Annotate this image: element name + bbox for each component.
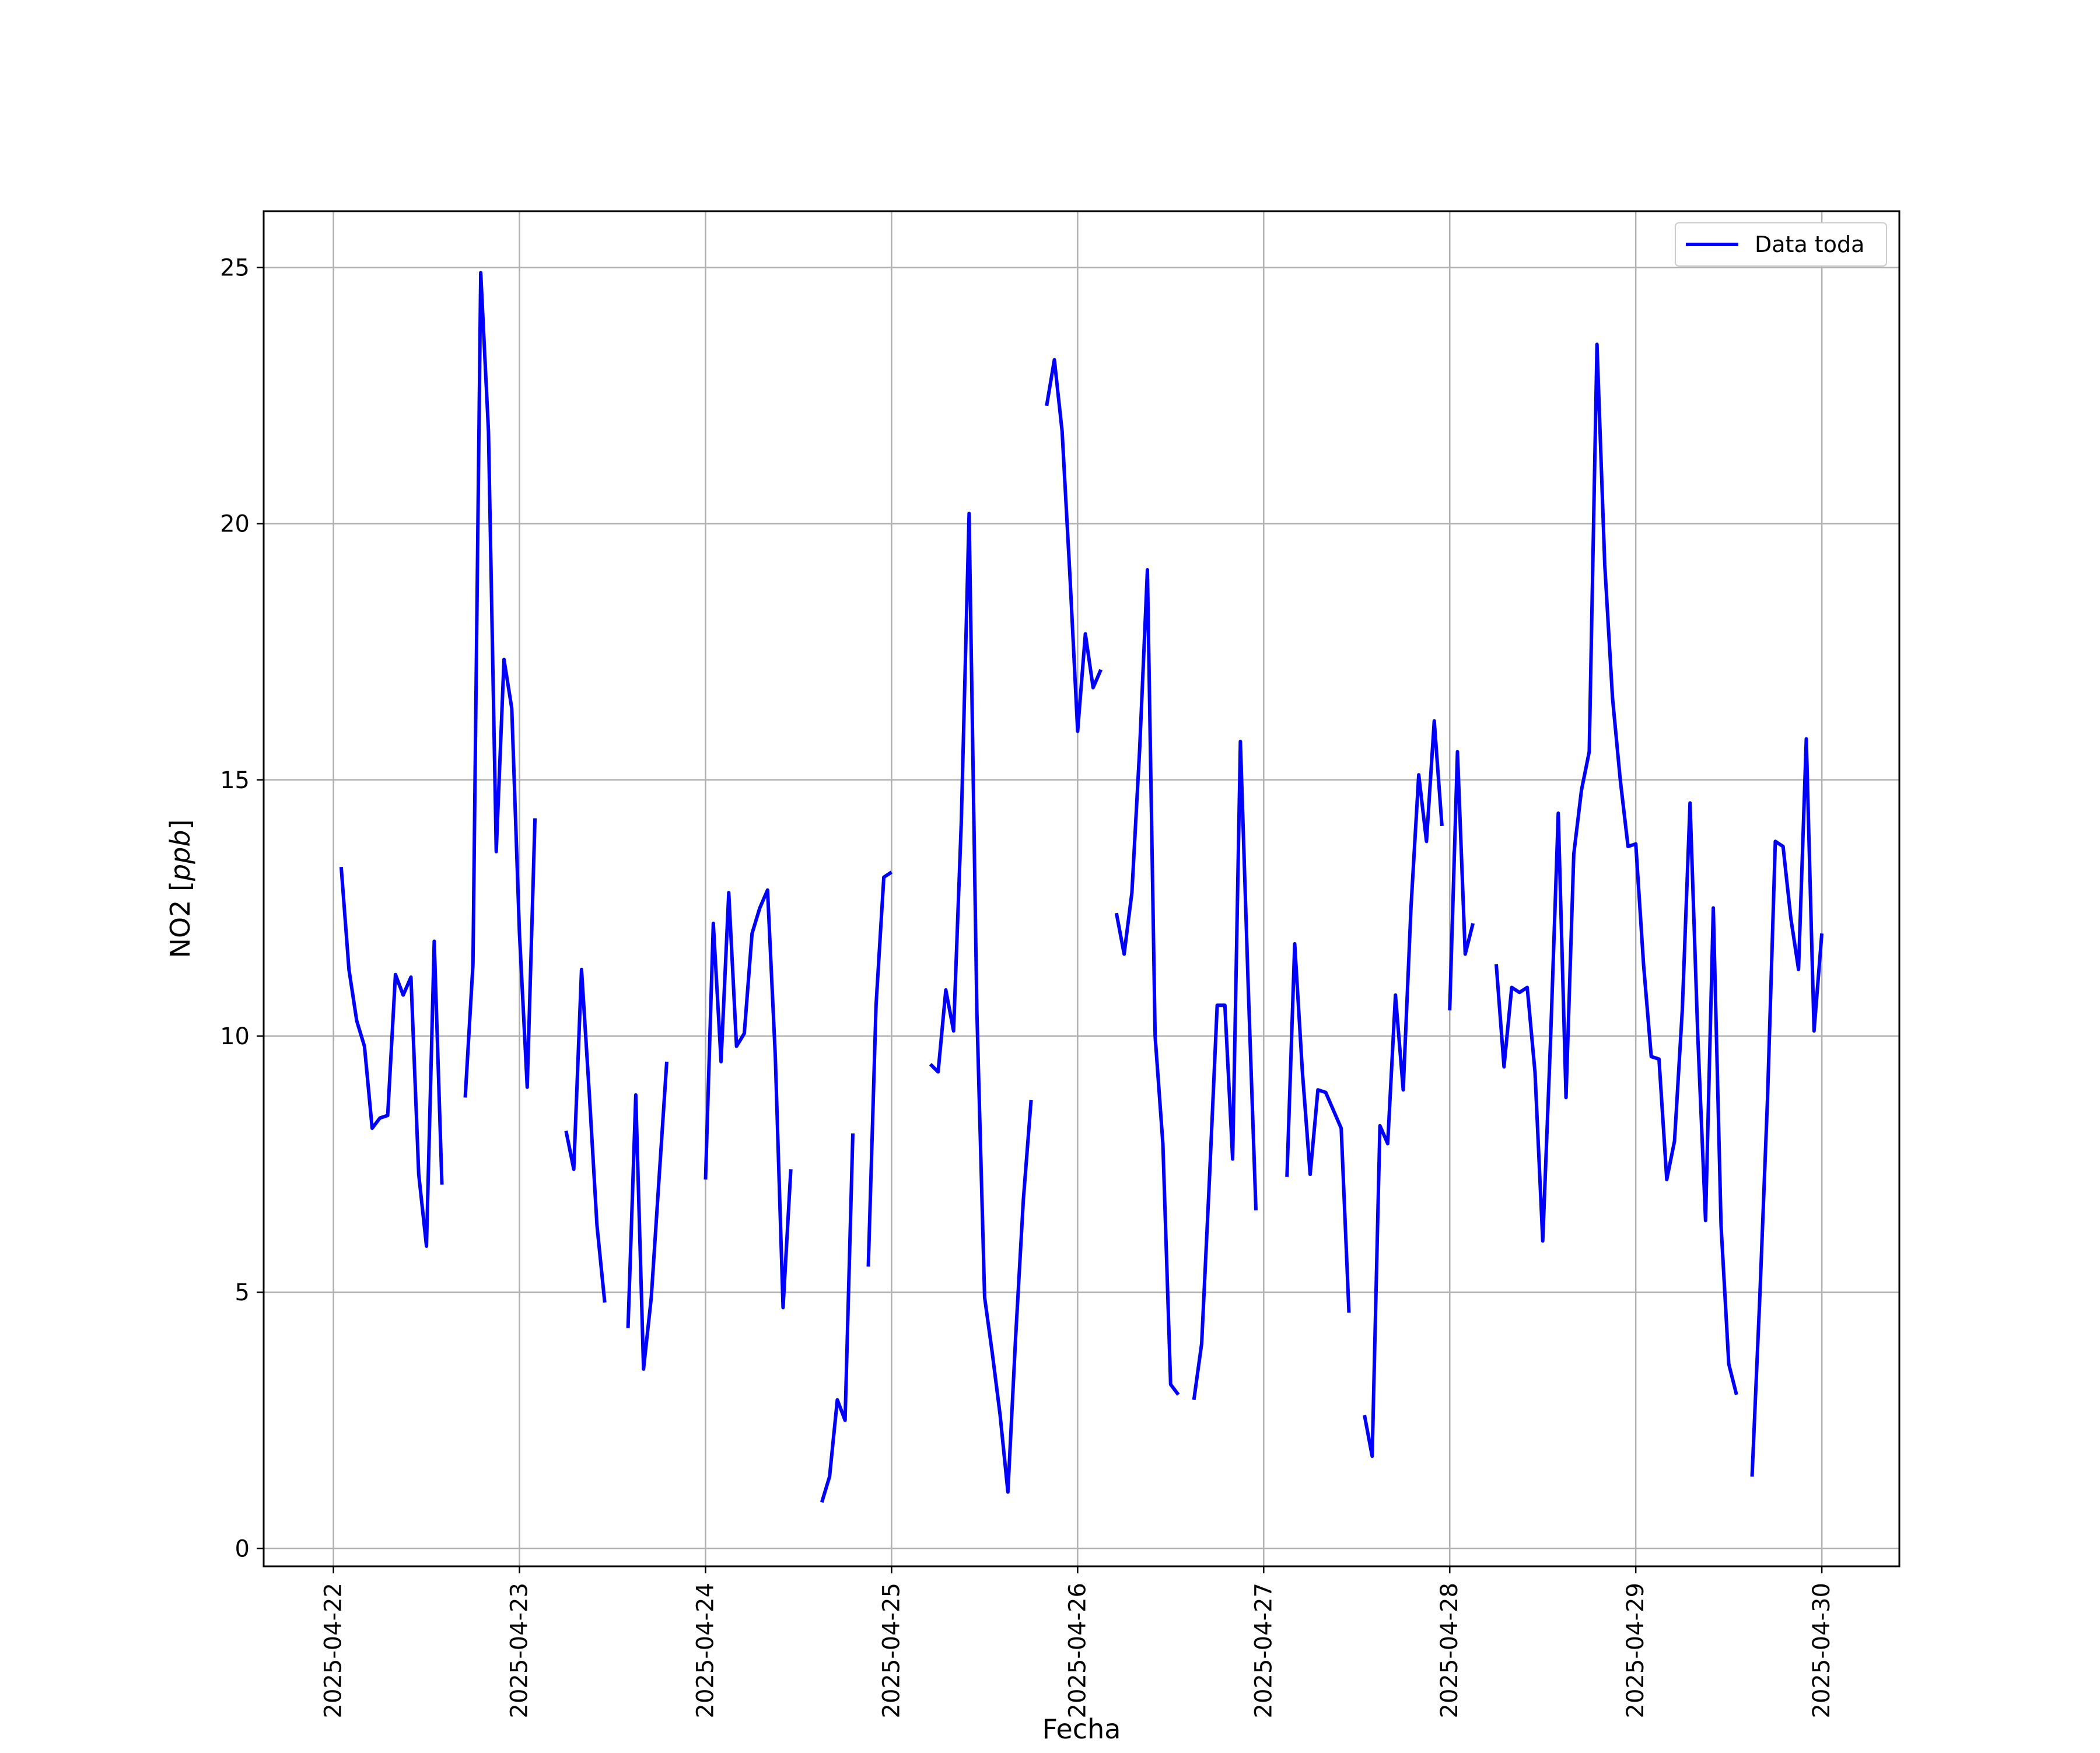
series-lines	[339, 271, 1824, 1503]
y-axis-label-unit: ppb	[164, 830, 196, 881]
legend-label-data-toda: Data toda	[1755, 232, 1864, 257]
series-line-segment	[463, 271, 537, 1098]
x-axis-label: Fecha	[1042, 1713, 1121, 1745]
series-line-segment	[1448, 750, 1475, 1011]
series-line-segment	[866, 870, 893, 1267]
series-line-segment	[1045, 358, 1102, 733]
series-line-segment	[1285, 942, 1351, 1313]
series-line-segment	[1494, 342, 1738, 1395]
y-tick-label: 20	[220, 511, 250, 538]
series-line-segment	[1114, 568, 1180, 1396]
y-axis-label-suffix: ]	[164, 819, 196, 830]
y-tick-label: 25	[220, 255, 250, 282]
x-tick-label: 2025-04-26	[1064, 1583, 1091, 1718]
series-line-segment	[1750, 737, 1824, 1477]
grid-lines	[264, 211, 1899, 1566]
series-line-segment	[564, 967, 607, 1303]
x-tick-label: 2025-04-25	[878, 1583, 905, 1718]
x-tick-label: 2025-04-27	[1250, 1583, 1277, 1718]
x-tick-label: 2025-04-29	[1622, 1583, 1649, 1718]
legend: Data toda	[1675, 222, 1887, 267]
y-axis-label-prefix: NO2 [	[164, 881, 196, 958]
plot-area-frame	[262, 210, 1901, 1567]
series-line-segment	[704, 888, 793, 1310]
series-line-segment	[626, 1061, 668, 1371]
series-line-segment	[820, 1133, 855, 1503]
y-tick-label: 0	[235, 1535, 250, 1562]
series-line-segment	[339, 866, 444, 1248]
series-line-segment	[1192, 740, 1258, 1401]
y-tick-label: 15	[220, 767, 250, 794]
series-line-segment	[1363, 719, 1444, 1458]
x-tick-label: 2025-04-30	[1808, 1583, 1835, 1718]
y-axis-label: NO2 [ppb]	[164, 819, 196, 958]
y-tick-label: 5	[235, 1279, 250, 1306]
x-tick-label: 2025-04-23	[506, 1583, 533, 1718]
x-tick-label: 2025-04-24	[692, 1583, 719, 1718]
axis-ticks: 0 5 10 15 20 25 2025-04-22 2025-04-23 2025-04-24…	[220, 255, 1835, 1719]
legend-box	[1675, 222, 1887, 267]
x-tick-label: 2025-04-22	[320, 1583, 347, 1718]
y-tick-label: 10	[220, 1023, 250, 1050]
x-tick-label: 2025-04-28	[1436, 1583, 1463, 1718]
series-line-segment	[929, 512, 1033, 1494]
